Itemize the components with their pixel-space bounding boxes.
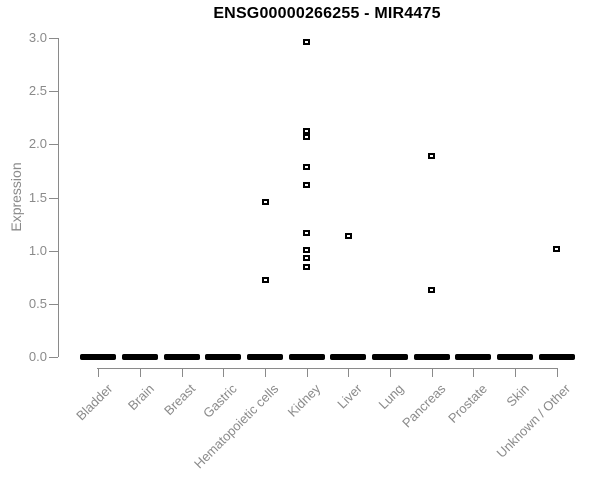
x-tick — [556, 368, 558, 377]
y-tick — [49, 357, 58, 358]
data-point-marker — [303, 133, 311, 140]
data-point-marker — [428, 287, 436, 293]
zero-cluster-dash — [205, 354, 242, 360]
data-point-marker — [303, 255, 311, 262]
zero-cluster-dash — [163, 354, 200, 360]
x-tick-label: Kidney — [284, 381, 324, 420]
x-tick — [348, 368, 350, 377]
x-tick-label: Gastric — [200, 381, 240, 421]
y-tick-label: 3.0 — [28, 30, 47, 45]
data-point-marker — [428, 153, 436, 160]
x-tick-label: Lung — [375, 381, 407, 413]
zero-cluster-dash — [455, 354, 492, 360]
y-tick-label: 2.5 — [28, 83, 47, 99]
data-point-marker — [303, 39, 311, 46]
zero-cluster-dash — [372, 354, 409, 360]
chart-title: ENSG00000266255 - MIR4475 — [213, 5, 441, 22]
y-tick-label: 0.0 — [28, 349, 47, 364]
y-tick — [49, 250, 58, 252]
y-tick-label: 2.0 — [28, 136, 47, 152]
y-tick — [49, 303, 58, 305]
y-tick-label: 1.5 — [28, 189, 47, 205]
data-point-marker — [553, 245, 561, 252]
x-tick-label: Prostate — [445, 381, 491, 426]
y-tick — [49, 38, 58, 39]
x-axis-line — [97, 368, 558, 369]
x-tick-label: Bladder — [72, 381, 115, 424]
x-tick-label: Unknown / Other — [493, 381, 574, 461]
x-tick-label: Liver — [334, 381, 365, 412]
data-point-marker — [261, 277, 269, 284]
data-point-marker — [303, 163, 311, 170]
x-tick-label: Breast — [161, 381, 199, 419]
data-point-marker — [303, 246, 311, 253]
x-tick-label: Pancreas — [398, 381, 449, 431]
data-point-marker — [303, 127, 311, 134]
y-tick-label: 1.0 — [28, 242, 47, 258]
x-tick — [431, 368, 433, 377]
data-point-marker — [261, 198, 269, 205]
x-tick — [139, 368, 141, 377]
zero-cluster-dash — [121, 354, 158, 360]
x-tick — [515, 368, 517, 377]
zero-cluster-dash — [80, 354, 117, 360]
x-tick — [181, 368, 183, 377]
data-point-marker — [303, 229, 311, 236]
zero-cluster-dash — [538, 354, 575, 360]
x-tick-label: Brain — [124, 381, 157, 414]
y-tick — [49, 197, 58, 199]
x-tick — [265, 368, 267, 377]
x-tick-label: Skin — [503, 381, 532, 410]
data-point-marker — [344, 232, 352, 239]
zero-cluster-dash — [330, 354, 367, 360]
y-tick — [49, 144, 58, 146]
x-tick — [473, 368, 475, 377]
zero-cluster-dash — [247, 354, 284, 360]
x-tick — [390, 368, 392, 377]
y-axis-line — [58, 38, 59, 357]
zero-cluster-dash — [288, 354, 325, 360]
data-point-marker — [303, 263, 311, 270]
x-tick — [223, 368, 225, 377]
y-tick — [49, 91, 58, 93]
zero-cluster-dash — [413, 354, 450, 360]
x-tick — [306, 368, 308, 377]
y-tick-label: 0.5 — [28, 295, 47, 311]
x-tick — [98, 368, 100, 377]
zero-cluster-dash — [497, 354, 534, 360]
data-point-marker — [303, 181, 311, 188]
